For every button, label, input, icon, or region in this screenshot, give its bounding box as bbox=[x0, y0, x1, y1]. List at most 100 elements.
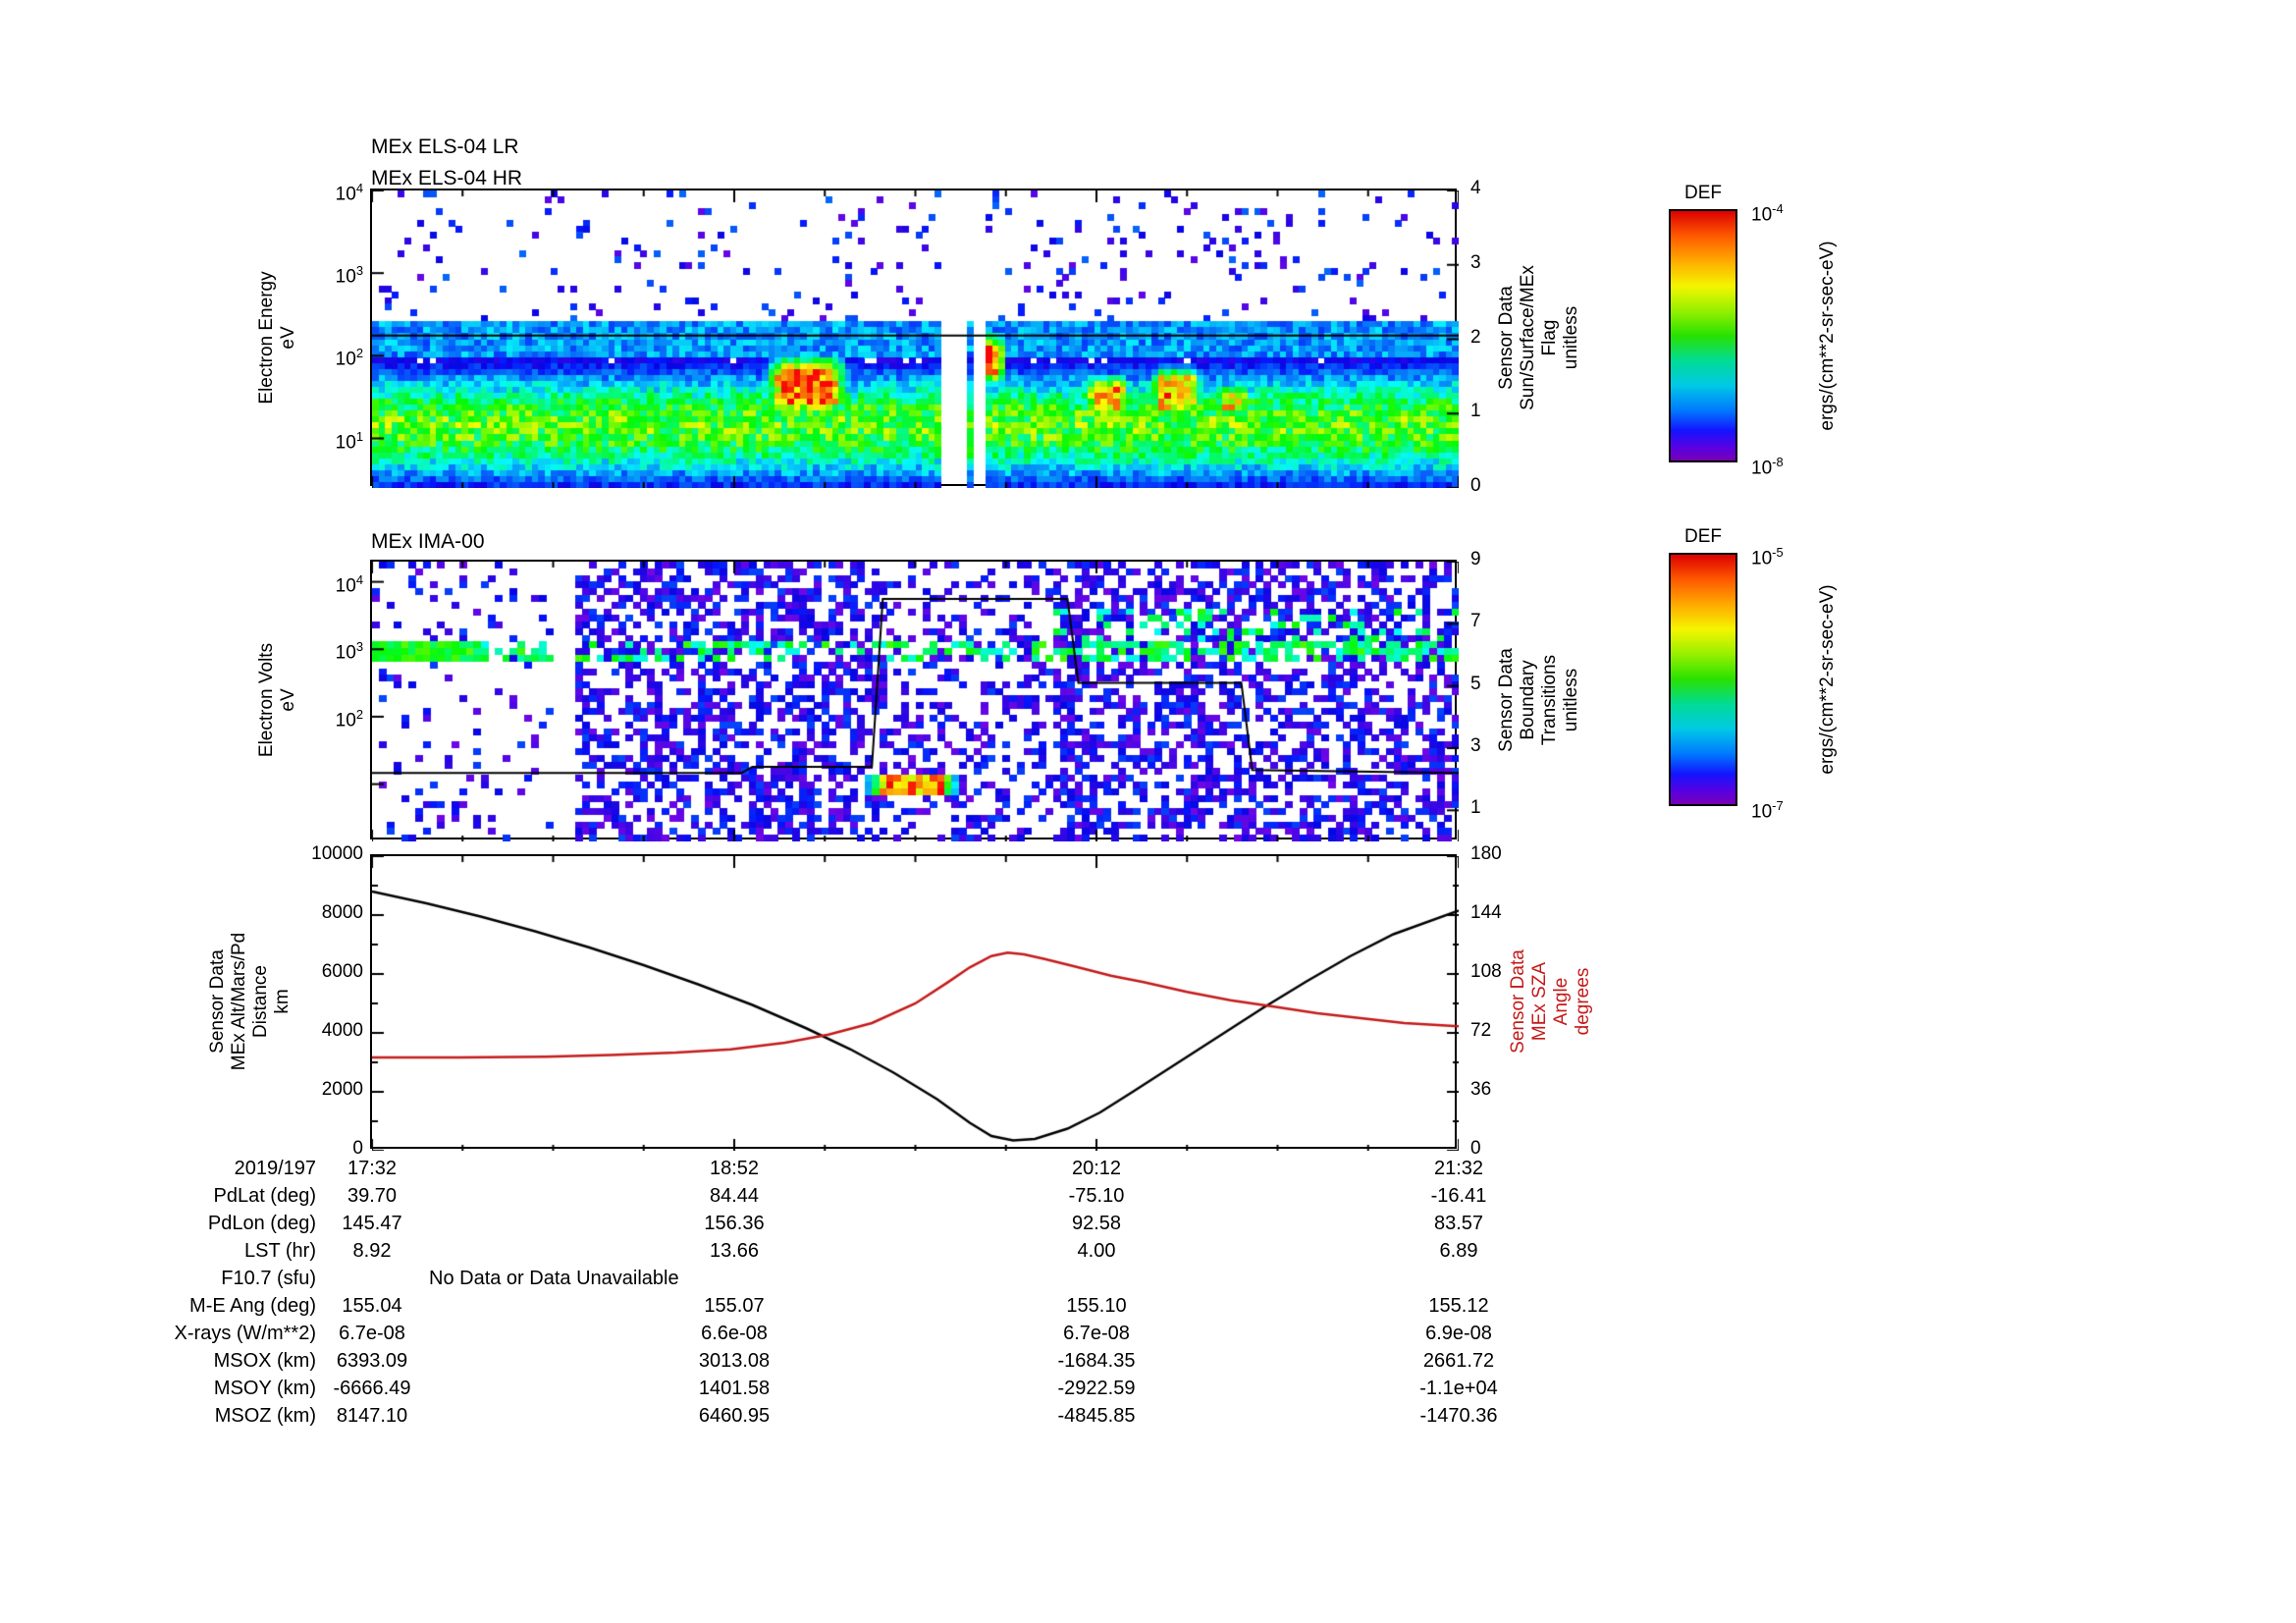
exponent: 1 bbox=[355, 428, 363, 444]
table-cell: 8147.10 bbox=[336, 1405, 408, 1427]
els-title-line1: MEx ELS-04 LR bbox=[371, 135, 519, 158]
exponent: 3 bbox=[355, 639, 363, 655]
altitude-axis-label: Sensor Data MEx Alt/Mars/Pd Distance km bbox=[207, 785, 294, 1217]
els-colorbar-max-label: 10-4 bbox=[1751, 201, 1784, 226]
table-row-label: 2019/197 bbox=[234, 1158, 316, 1179]
y-axis-tick-label: 102 bbox=[335, 346, 363, 370]
right-axis-tick-label: 3 bbox=[1470, 251, 1481, 273]
exponent: 2 bbox=[355, 706, 363, 722]
table-cell: 6.7e-08 bbox=[1063, 1323, 1130, 1344]
right-axis-tick-label: 36 bbox=[1470, 1079, 1492, 1100]
table-cell: -6666.49 bbox=[333, 1378, 411, 1399]
sza-axis-label: Sensor Data MEx SZA Angle degrees bbox=[1508, 785, 1594, 1217]
y-axis-tick-label: 4000 bbox=[321, 1020, 363, 1041]
table-row-label: F10.7 (sfu) bbox=[221, 1268, 316, 1289]
right-axis-tick-label: 72 bbox=[1470, 1020, 1492, 1041]
table-cell: 155.10 bbox=[1066, 1295, 1127, 1317]
exponent: 3 bbox=[355, 263, 363, 279]
y-axis-tick-label: 2000 bbox=[321, 1079, 363, 1100]
y-axis-tick-label: 10000 bbox=[311, 843, 363, 864]
x-axis-time-label: 20:12 bbox=[1071, 1158, 1122, 1179]
axis-label-line: Angle bbox=[1551, 977, 1572, 1026]
els-colorbar-title: DEF bbox=[1684, 183, 1722, 203]
table-cell: -1684.35 bbox=[1057, 1350, 1136, 1372]
right-axis-tick-label: 144 bbox=[1470, 902, 1502, 923]
table-cell: 2661.72 bbox=[1422, 1350, 1495, 1372]
ima-colorbar bbox=[1669, 553, 1737, 806]
axis-label-line: Distance bbox=[250, 965, 271, 1038]
exponent: 4 bbox=[355, 181, 363, 195]
ima-colorbar-max-label: 10-5 bbox=[1751, 545, 1784, 569]
table-cell: 6460.95 bbox=[698, 1405, 771, 1427]
x-axis-time-label: 18:52 bbox=[709, 1158, 760, 1179]
line-plot-canvas bbox=[372, 856, 1459, 1151]
ima-colorbar-min-label: 10-7 bbox=[1751, 798, 1784, 823]
els-title-line2: MEx ELS-04 HR bbox=[371, 167, 523, 189]
axis-label-line: MEx SZA bbox=[1529, 961, 1550, 1042]
axis-label-line: ergs/(cm**2-sr-sec-eV) bbox=[1817, 584, 1838, 775]
table-cell: -75.10 bbox=[1068, 1185, 1125, 1207]
axis-label-line: Sensor Data bbox=[207, 949, 228, 1054]
right-axis-tick-label: 0 bbox=[1470, 475, 1481, 496]
right-axis-tick-label: 1 bbox=[1470, 797, 1481, 819]
table-cell: 4.00 bbox=[1077, 1240, 1116, 1262]
table-note: No Data or Data Unavailable bbox=[429, 1268, 679, 1289]
right-axis-tick-label: 7 bbox=[1470, 611, 1481, 632]
table-cell: 156.36 bbox=[704, 1213, 765, 1234]
y-axis-tick-label: 101 bbox=[335, 428, 363, 453]
table-cell: 84.44 bbox=[709, 1185, 760, 1207]
y-axis-tick-label: 104 bbox=[335, 181, 363, 205]
table-cell: 155.07 bbox=[704, 1295, 765, 1317]
axis-label-line: km bbox=[272, 989, 293, 1014]
els-heatmap-canvas bbox=[372, 190, 1459, 488]
y-axis-tick-label: 0 bbox=[352, 1138, 363, 1159]
table-cell: -2922.59 bbox=[1057, 1378, 1136, 1399]
exponent: 4 bbox=[355, 571, 363, 587]
table-row-label: MSOZ (km) bbox=[214, 1405, 316, 1427]
els-spectrogram-panel bbox=[370, 189, 1459, 488]
line-plot-panel bbox=[370, 854, 1459, 1151]
right-axis-tick-label: 1 bbox=[1470, 401, 1481, 422]
table-row-label: PdLat (deg) bbox=[213, 1185, 316, 1207]
table-cell: 6.6e-08 bbox=[701, 1323, 768, 1344]
table-cell: 6.89 bbox=[1439, 1240, 1478, 1262]
els-colorbar-min-label: 10-8 bbox=[1751, 455, 1784, 479]
right-axis-tick-label: 108 bbox=[1470, 961, 1502, 982]
right-axis-tick-label: 0 bbox=[1470, 1138, 1481, 1159]
right-axis-tick-label: 3 bbox=[1470, 735, 1481, 756]
table-cell: 145.47 bbox=[342, 1213, 402, 1234]
ima-spectrogram-panel bbox=[370, 560, 1459, 841]
x-axis-time-label: 17:32 bbox=[347, 1158, 398, 1179]
exponent: 2 bbox=[355, 346, 363, 361]
y-axis-tick-label: 103 bbox=[335, 263, 363, 288]
table-cell: 8.92 bbox=[352, 1240, 392, 1262]
table-cell: 155.12 bbox=[1428, 1295, 1489, 1317]
table-cell: 6.9e-08 bbox=[1425, 1323, 1492, 1344]
ima-title: MEx IMA-00 bbox=[371, 530, 485, 553]
table-cell: 92.58 bbox=[1071, 1213, 1122, 1234]
y-axis-tick-label: 104 bbox=[335, 571, 363, 596]
y-axis-tick-label: 103 bbox=[335, 639, 363, 664]
table-cell: 13.66 bbox=[709, 1240, 760, 1262]
table-row-label: X-rays (W/m**2) bbox=[174, 1323, 316, 1344]
x-axis-time-label: 21:32 bbox=[1433, 1158, 1484, 1179]
table-cell: -4845.85 bbox=[1057, 1405, 1136, 1427]
right-axis-tick-label: 2 bbox=[1470, 326, 1481, 348]
exponent: -7 bbox=[1772, 798, 1784, 813]
ima-colorbar-title: DEF bbox=[1684, 526, 1722, 547]
els-colorbar bbox=[1669, 209, 1737, 462]
table-row-label: MSOX (km) bbox=[213, 1350, 316, 1372]
right-axis-tick-label: 9 bbox=[1470, 549, 1481, 569]
exponent: -5 bbox=[1772, 545, 1784, 560]
table-cell: -16.41 bbox=[1430, 1185, 1487, 1207]
table-row-label: MSOY (km) bbox=[213, 1378, 316, 1399]
axis-label-line: degrees bbox=[1573, 967, 1593, 1036]
exponent: -4 bbox=[1772, 201, 1784, 216]
table-cell: 1401.58 bbox=[698, 1378, 771, 1399]
table-cell: 6393.09 bbox=[336, 1350, 408, 1372]
right-axis-tick-label: 4 bbox=[1470, 178, 1481, 198]
table-cell: -1470.36 bbox=[1419, 1405, 1498, 1427]
table-cell: -1.1e+04 bbox=[1419, 1378, 1498, 1399]
y-axis-tick-label: 8000 bbox=[321, 902, 363, 923]
